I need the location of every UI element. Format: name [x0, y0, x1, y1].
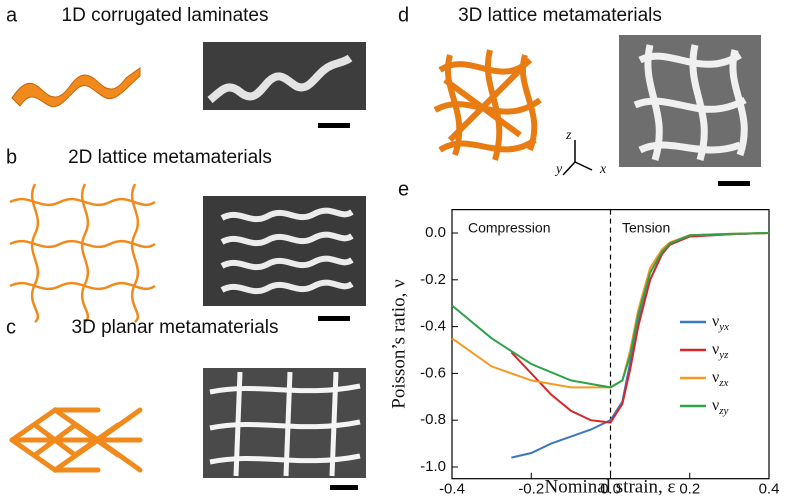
- annotation: Tension: [622, 220, 670, 236]
- y-tick-label: -0.8: [420, 411, 446, 428]
- micrograph-sample: [220, 207, 354, 295]
- illustration: [9, 406, 143, 474]
- panel-label: e: [398, 178, 409, 200]
- micrograph-sample: [209, 371, 361, 477]
- axes-triad: [562, 140, 593, 176]
- axis-name: y: [554, 162, 563, 177]
- axis-name: z: [565, 128, 572, 143]
- legend-label: νzx: [712, 369, 729, 389]
- panel-title: 1D corrugated laminates: [62, 5, 269, 26]
- x-tick-label: -0.2: [518, 481, 544, 498]
- micrograph-sample: [207, 54, 353, 104]
- panel-title: 2D lattice metamaterials: [68, 147, 272, 168]
- panel-label: a: [6, 4, 18, 26]
- panel-label: c: [6, 316, 16, 338]
- micrograph-sample: [633, 44, 748, 162]
- axis-name: x: [599, 162, 607, 177]
- illustration: [433, 49, 542, 161]
- y-tick-label: -0.4: [420, 318, 446, 335]
- x-tick-label: -0.4: [439, 481, 465, 498]
- panel-label: d: [398, 4, 409, 26]
- panel-label: b: [6, 146, 17, 168]
- legend-label: νyz: [712, 341, 729, 361]
- y-axis-title: Poisson’s ratio, ν: [388, 279, 409, 409]
- illustration: [11, 67, 141, 108]
- illustration: [9, 183, 156, 323]
- series-line: [510, 232, 770, 424]
- x-tick-label: 0.2: [679, 481, 700, 498]
- series-line: [511, 232, 770, 459]
- y-tick-label: -0.2: [420, 271, 446, 288]
- panel-title: 3D planar metamaterials: [72, 317, 279, 338]
- x-tick-label: 0.4: [759, 481, 780, 498]
- x-tick-label: 0.0: [600, 481, 621, 498]
- legend-label: νyx: [712, 313, 729, 333]
- series-line: [451, 232, 770, 389]
- scale-bar: [318, 123, 350, 128]
- scale-bar: [318, 316, 350, 321]
- y-tick-label: 0.0: [425, 224, 446, 241]
- annotation: Compression: [468, 220, 550, 236]
- scale-bar: [718, 181, 750, 186]
- scale-bar: [330, 485, 358, 490]
- legend-label: νzy: [712, 397, 729, 417]
- panel-title: 3D lattice metamaterials: [458, 5, 662, 26]
- x-axis-title: Nominal strain, ε: [545, 476, 676, 497]
- y-tick-label: -0.6: [420, 364, 446, 381]
- y-tick-label: -1.0: [420, 458, 446, 475]
